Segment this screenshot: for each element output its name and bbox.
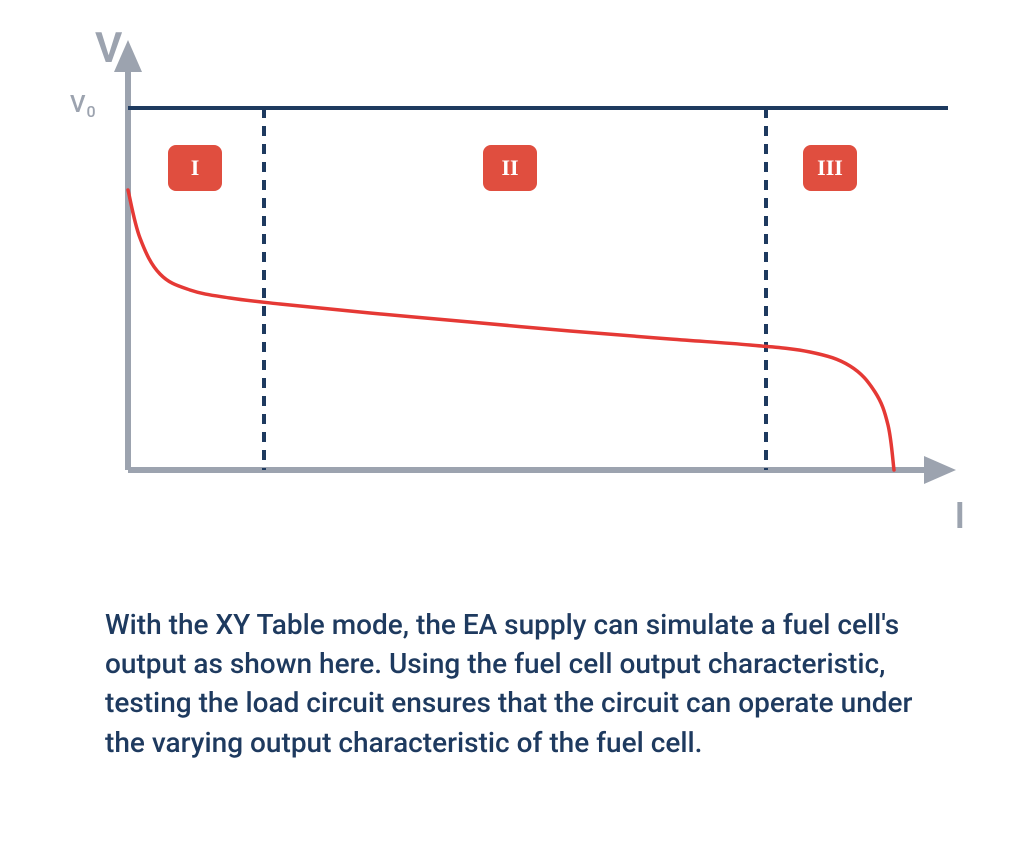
y-axis-label: V: [95, 24, 122, 73]
region-badge-1: I: [168, 145, 222, 191]
chart-caption: With the XY Table mode, the EA supply ca…: [50, 605, 974, 762]
region-badge-3: III: [803, 145, 857, 191]
v0-label-sub: 0: [87, 102, 96, 121]
fuel-cell-chart: V V0 I IIIIII: [50, 30, 970, 540]
region-badge-2: II: [483, 145, 537, 191]
v0-label: V0: [70, 90, 95, 118]
chart-svg: [50, 30, 970, 540]
v0-label-main: V: [70, 90, 86, 118]
x-axis-label: I: [955, 495, 965, 537]
